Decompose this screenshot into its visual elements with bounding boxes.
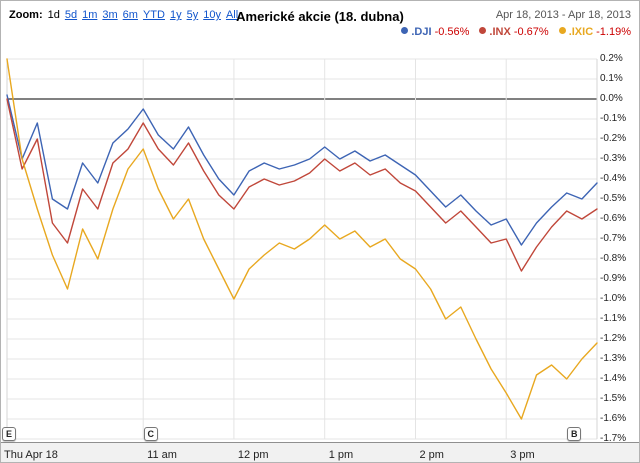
legend: .DJI -0.56% .INX -0.67% .IXIC -1.19% — [391, 26, 631, 38]
x-axis-label: 2 pm — [419, 449, 444, 461]
x-axis — [1, 442, 639, 462]
zoom-option-5d[interactable]: 5d — [64, 9, 78, 21]
zoom-option-10y[interactable]: 10y — [203, 9, 221, 21]
legend-item-ixic[interactable]: .IXIC -1.19% — [558, 26, 631, 38]
y-axis-label: -1.4% — [600, 373, 627, 384]
zoom-option-1y[interactable]: 1y — [169, 9, 182, 21]
zoom-controls: Zoom: 1d 5d 1m 3m 6m YTD 1y 5y 10y All — [9, 9, 243, 21]
x-axis-label: 11 am — [147, 449, 177, 461]
y-axis-label: -0.4% — [600, 173, 627, 184]
y-axis-label: -0.8% — [600, 253, 627, 264]
y-axis-label: -1.6% — [600, 413, 627, 424]
legend-item-dji[interactable]: .DJI -0.56% — [401, 26, 469, 38]
legend-dot-icon — [401, 27, 409, 34]
y-axis-label: -1.5% — [600, 393, 627, 404]
y-axis-label: 0.0% — [600, 93, 623, 104]
legend-change-value: -0.56% — [434, 26, 470, 38]
zoom-links: 1d 5d 1m 3m 6m YTD 1y 5y 10y All — [48, 9, 244, 21]
zoom-option-5y[interactable]: 5y — [186, 9, 199, 21]
y-axis-label: -0.1% — [600, 113, 627, 124]
zoom-option-6m[interactable]: 6m — [122, 9, 138, 21]
y-axis-label: -1.7% — [600, 433, 627, 444]
y-axis-label: -1.2% — [600, 333, 627, 344]
y-axis-label: -0.7% — [600, 233, 627, 244]
legend-symbol: .DJI — [411, 26, 432, 38]
zoom-label: Zoom: — [9, 9, 43, 21]
event-flag-E[interactable]: E — [2, 427, 16, 441]
y-axis-label: -0.2% — [600, 133, 627, 144]
legend-item-inx[interactable]: .INX -0.67% — [479, 26, 549, 38]
y-axis-label: -1.0% — [600, 293, 627, 304]
legend-symbol: .INX — [489, 26, 511, 38]
y-axis-label: -0.6% — [600, 213, 627, 224]
y-axis-label: -0.3% — [600, 153, 627, 164]
legend-dot-icon — [558, 27, 566, 34]
y-axis-label: -1.3% — [600, 353, 627, 364]
event-flag-B[interactable]: B — [567, 427, 582, 441]
y-axis-label: 0.2% — [600, 53, 623, 64]
legend-change-value: -1.19% — [596, 26, 631, 38]
y-axis-label: -0.5% — [600, 193, 627, 204]
zoom-option-1m[interactable]: 1m — [82, 9, 98, 21]
x-axis-label: 1 pm — [328, 449, 354, 461]
date-range: Apr 18, 2013 - Apr 18, 2013 — [495, 9, 631, 21]
y-axis-label: 0.1% — [600, 73, 623, 84]
event-flag-C[interactable]: C — [143, 427, 158, 441]
zoom-option-YTD[interactable]: YTD — [142, 9, 165, 21]
x-axis-label: 12 pm — [237, 449, 269, 461]
legend-change-value: -0.67% — [513, 26, 549, 38]
zoom-option-1d[interactable]: 1d — [47, 9, 60, 21]
y-axis-label: -1.1% — [600, 313, 627, 324]
zoom-option-3m[interactable]: 3m — [102, 9, 118, 21]
x-axis-label: Thu Apr 18 — [4, 449, 58, 461]
y-axis-label: -0.9% — [600, 273, 627, 284]
x-axis-label: 3 pm — [510, 449, 535, 461]
legend-symbol: .IXIC — [568, 26, 594, 38]
zoom-option-All[interactable]: All — [225, 9, 239, 21]
legend-dot-icon — [479, 27, 487, 34]
